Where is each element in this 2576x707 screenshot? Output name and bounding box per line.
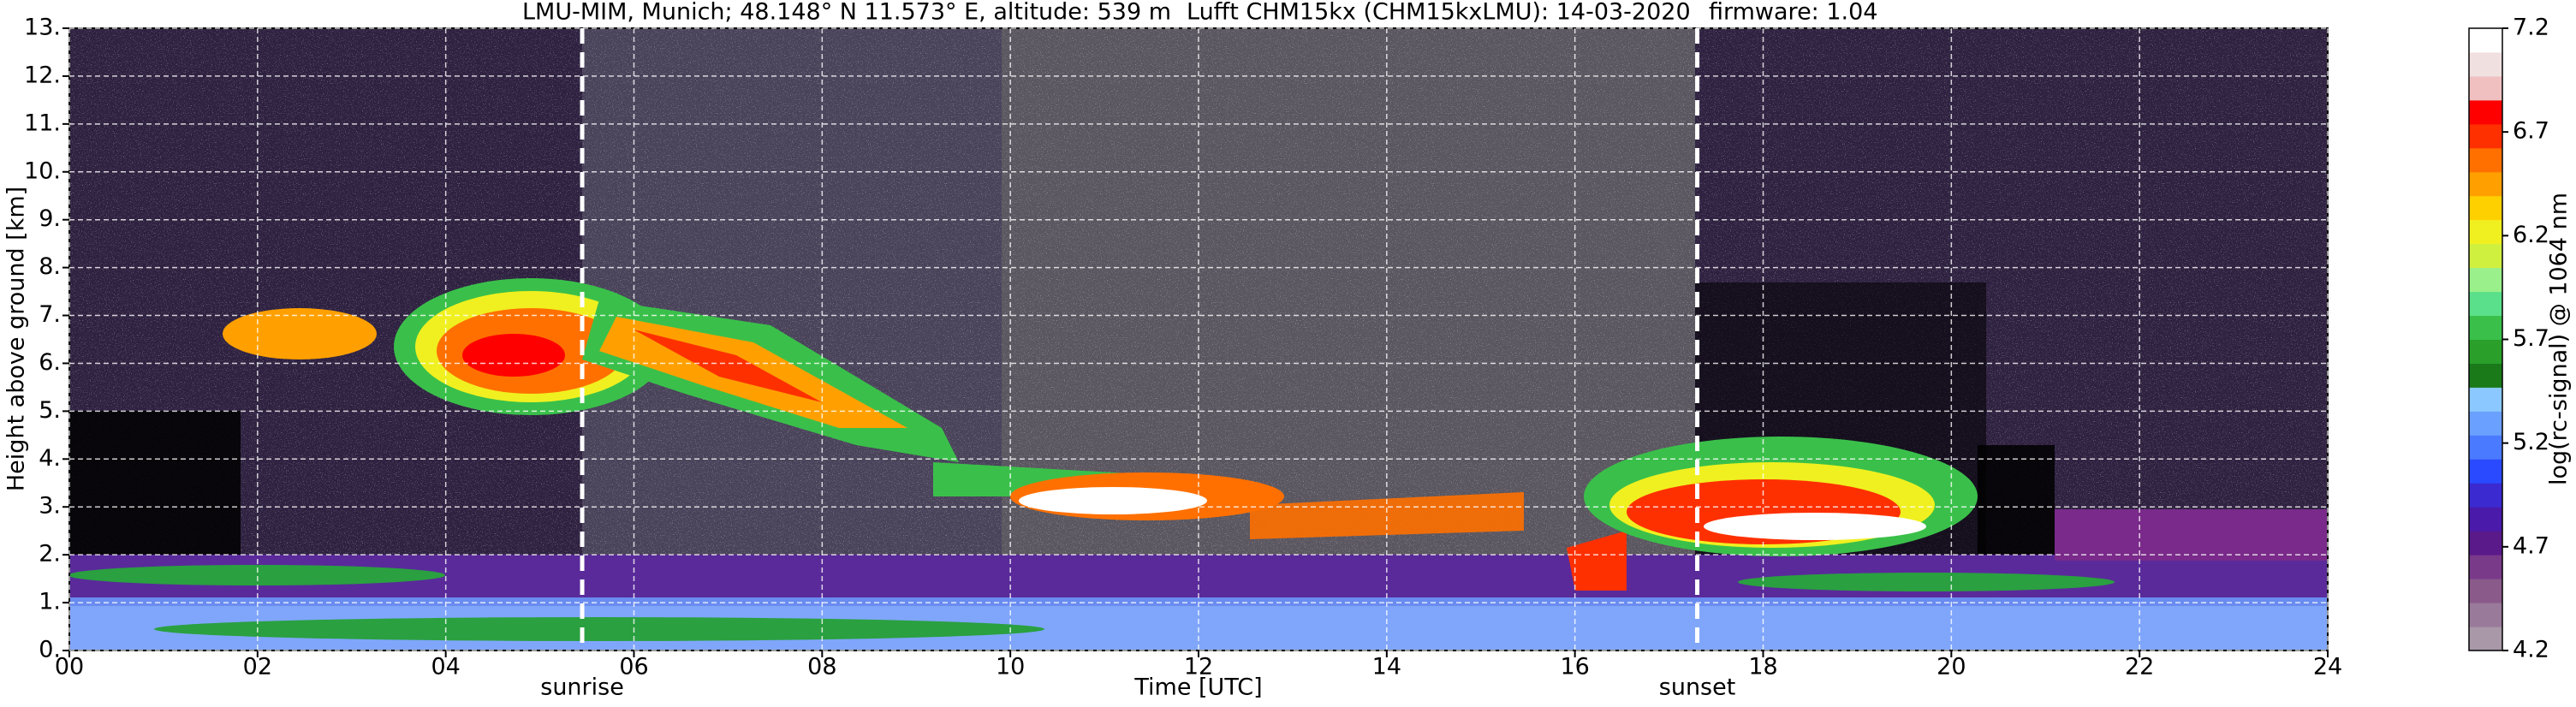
chart-title: firmware: 1.04 bbox=[1709, 0, 1877, 26]
colorbar-segment bbox=[2469, 411, 2502, 436]
colorbar-segment bbox=[2469, 339, 2502, 364]
x-tick-label: 06 bbox=[619, 654, 648, 680]
y-tick-label: 1. bbox=[39, 589, 61, 615]
x-tick-label: 12 bbox=[1184, 654, 1213, 680]
x-tick-label: 10 bbox=[996, 654, 1025, 680]
x-tick-label: 18 bbox=[1748, 654, 1777, 680]
colorbar-tick-label: 5.7 bbox=[2513, 325, 2549, 352]
colorbar-segment bbox=[2469, 483, 2502, 508]
colorbar-tick-label: 4.7 bbox=[2513, 532, 2549, 559]
colorbar-segment bbox=[2469, 243, 2502, 269]
colorbar-segment bbox=[2469, 531, 2502, 556]
y-tick-label: 12. bbox=[24, 62, 61, 88]
y-tick-label: 3. bbox=[39, 493, 61, 520]
colorbar-segment bbox=[2469, 123, 2502, 149]
colorbar-segment bbox=[2469, 171, 2502, 197]
colorbar-tick-label: 4.2 bbox=[2513, 637, 2549, 663]
y-tick-label: 9. bbox=[39, 205, 61, 232]
y-tick-label: 13. bbox=[24, 15, 61, 41]
annotation-label: sunset bbox=[1659, 674, 1736, 701]
colorbar-segment bbox=[2469, 363, 2502, 388]
colorbar-tick-label: 6.2 bbox=[2513, 222, 2549, 248]
x-tick-label: 04 bbox=[431, 654, 460, 680]
x-axis-label: Time [UTC] bbox=[1133, 674, 1262, 701]
chart-title: LMU-MIM, Munich; 48.148° N 11.573° E, al… bbox=[522, 0, 1171, 26]
colorbar-segment bbox=[2469, 555, 2502, 579]
colorbar-segment bbox=[2469, 219, 2502, 245]
x-tick-label: 24 bbox=[2313, 654, 2342, 680]
y-tick-label: 4. bbox=[39, 445, 61, 472]
y-tick-label: 5. bbox=[39, 397, 61, 424]
y-tick-label: 2. bbox=[39, 541, 61, 567]
colorbar-segment bbox=[2469, 507, 2502, 532]
x-tick-label: 08 bbox=[807, 654, 836, 680]
y-tick-label: 6. bbox=[39, 349, 61, 376]
x-tick-label: 16 bbox=[1560, 654, 1589, 680]
y-tick-label: 0. bbox=[39, 637, 61, 663]
colorbar-segment bbox=[2469, 195, 2502, 221]
colorbar-segment bbox=[2469, 51, 2502, 77]
y-tick-label: 10. bbox=[24, 157, 61, 184]
colorbar-segment bbox=[2469, 75, 2502, 101]
colorbar-segment bbox=[2469, 99, 2502, 125]
colorbar-segment bbox=[2469, 579, 2502, 603]
y-tick-label: 7. bbox=[39, 301, 61, 328]
y-tick-label: 8. bbox=[39, 253, 61, 280]
colorbar-segment bbox=[2469, 28, 2502, 53]
colorbar-segment bbox=[2469, 147, 2502, 173]
annotation-label: sunrise bbox=[540, 674, 624, 701]
colorbar-segment bbox=[2469, 291, 2502, 317]
x-tick-label: 14 bbox=[1372, 654, 1401, 680]
x-tick-label: 20 bbox=[1936, 654, 1966, 680]
colorbar-tick-label: 7.2 bbox=[2513, 15, 2549, 41]
x-tick-label: 00 bbox=[55, 654, 84, 680]
colorbar-segment bbox=[2469, 603, 2502, 627]
colorbar-segment bbox=[2469, 435, 2502, 460]
colorbar-label: log(rc-signal) @ 1064 nm bbox=[2546, 193, 2573, 485]
colorbar-segment bbox=[2469, 315, 2502, 340]
x-tick-label: 22 bbox=[2125, 654, 2154, 680]
colorbar-segment bbox=[2469, 627, 2502, 651]
chart-title: Lufft CHM15kx (CHM15kxLMU): 14-03-2020 bbox=[1187, 0, 1691, 26]
x-tick-label: 02 bbox=[243, 654, 272, 680]
colorbar-tick-label: 5.2 bbox=[2513, 429, 2549, 455]
colorbar-tick-label: 6.7 bbox=[2513, 118, 2549, 145]
colorbar-segment bbox=[2469, 459, 2502, 484]
y-axis-label: Height above ground [km] bbox=[3, 187, 30, 491]
y-tick-label: 11. bbox=[24, 110, 61, 136]
colorbar-segment bbox=[2469, 267, 2502, 293]
colorbar-segment bbox=[2469, 387, 2502, 412]
